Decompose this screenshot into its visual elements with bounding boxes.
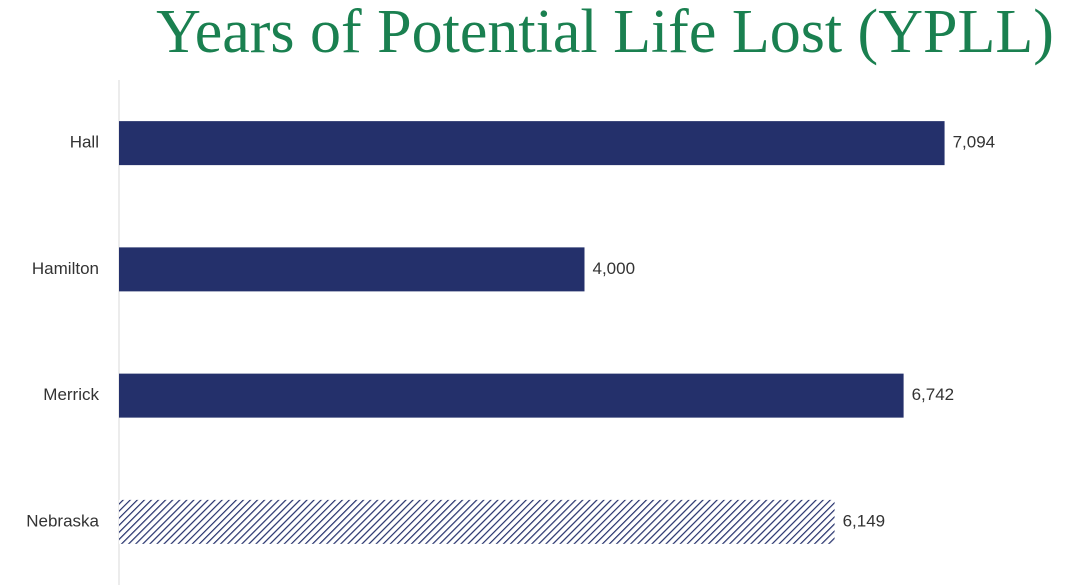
- bar: [119, 121, 945, 166]
- bar: [119, 499, 835, 544]
- category-label: Hamilton: [32, 259, 99, 278]
- chart-title: Years of Potential Life Lost (YPLL): [156, 0, 1054, 66]
- value-label: 6,149: [843, 511, 886, 530]
- category-label: Hall: [70, 133, 99, 152]
- value-label: 4,000: [593, 259, 636, 278]
- value-label: 7,094: [953, 133, 996, 152]
- bar: [119, 247, 585, 292]
- value-label: 6,742: [912, 385, 955, 404]
- bar: [119, 373, 904, 418]
- category-label: Nebraska: [26, 511, 99, 530]
- category-label: Merrick: [43, 385, 99, 404]
